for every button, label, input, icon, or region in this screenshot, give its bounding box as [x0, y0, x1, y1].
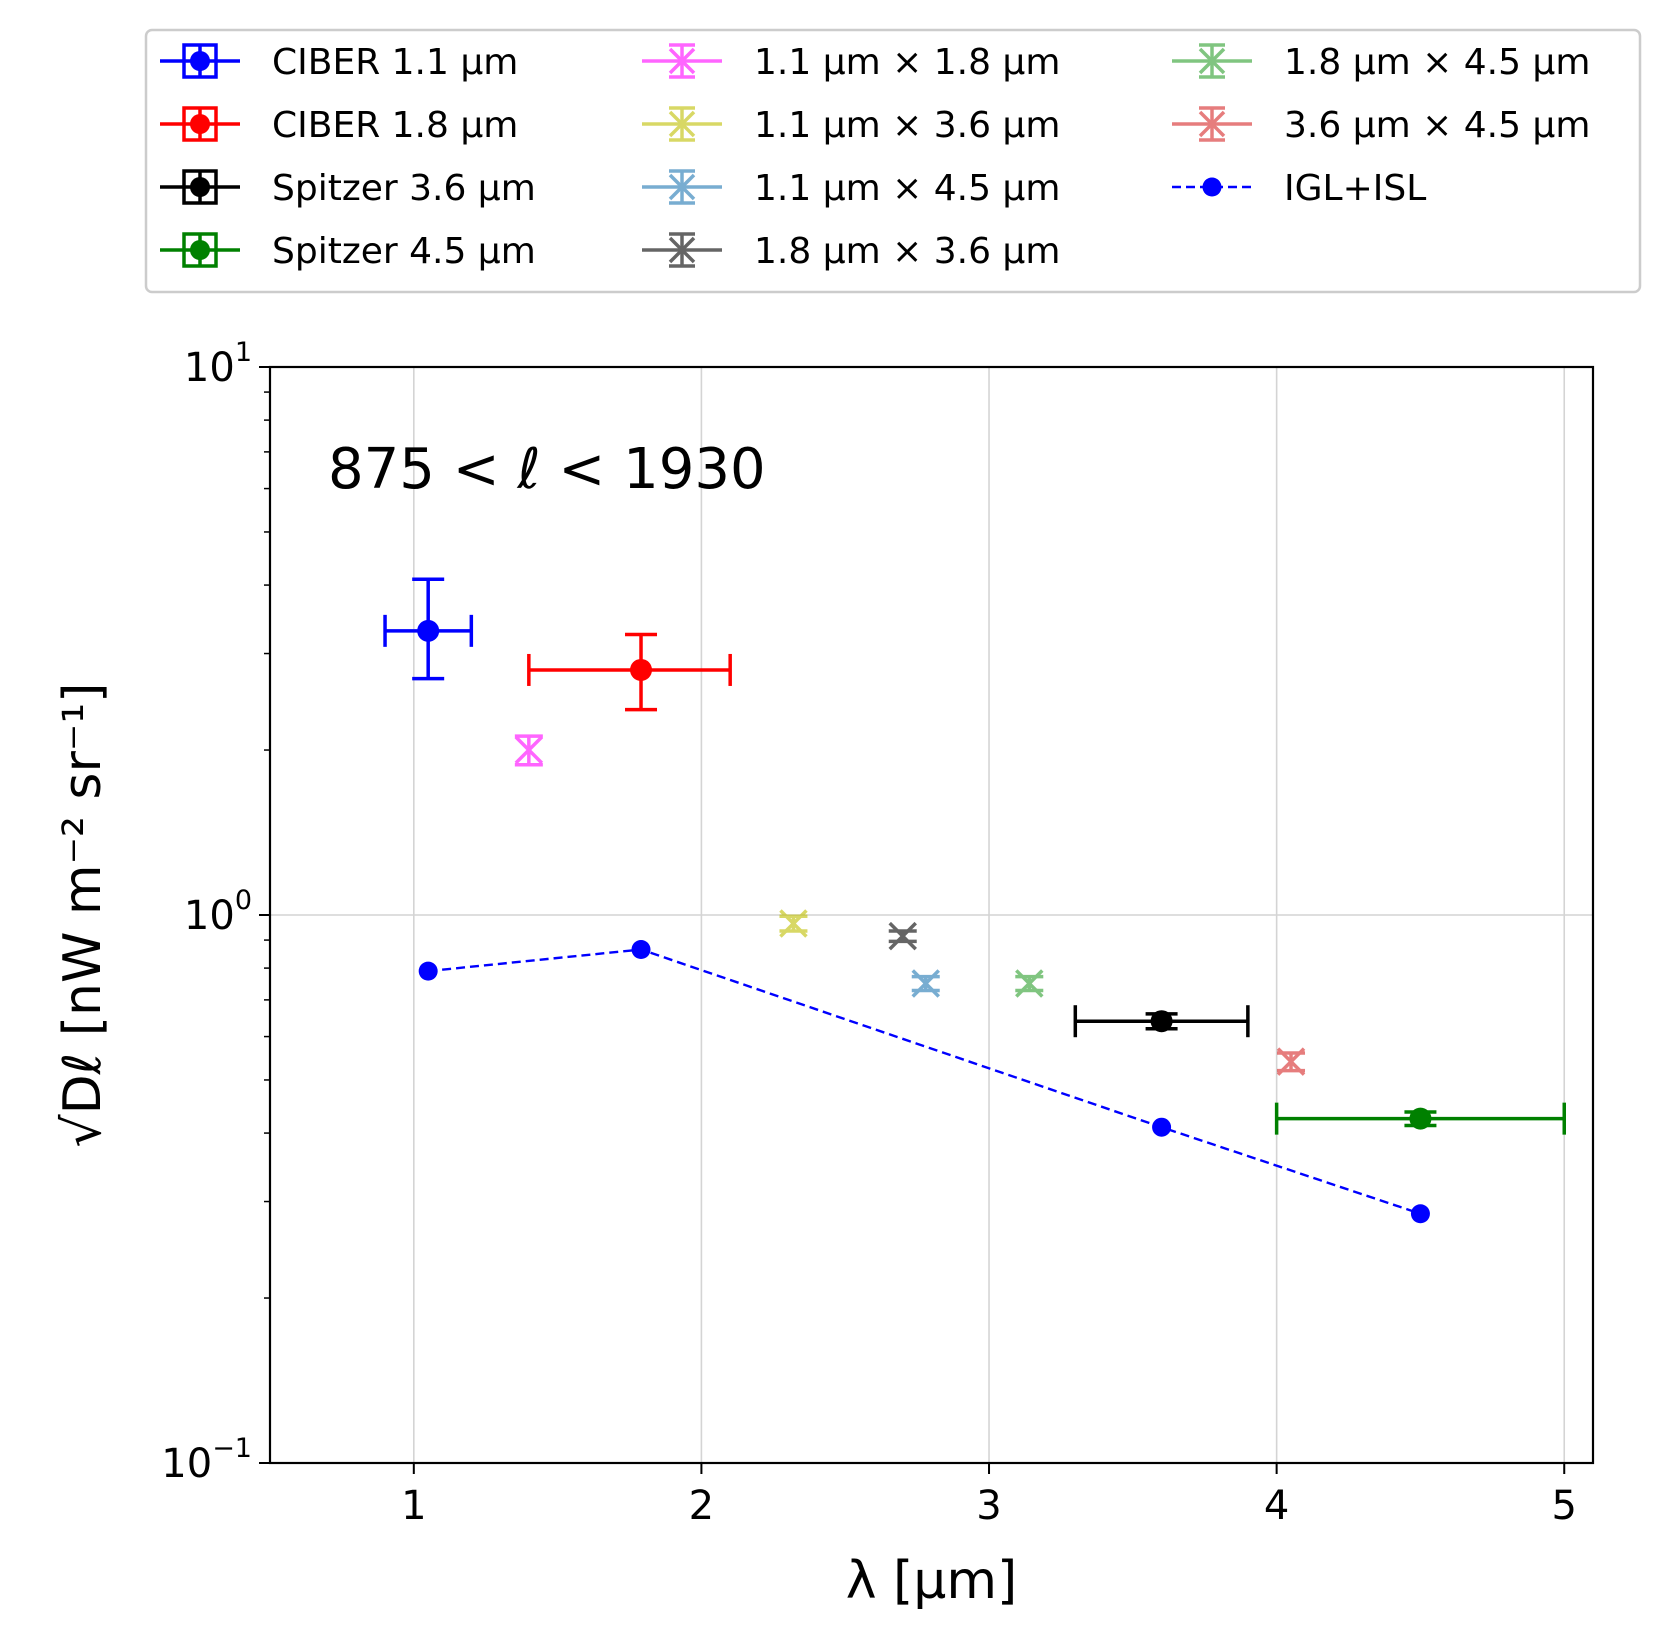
legend-handle-marker [668, 173, 696, 201]
series-6 [911, 969, 940, 998]
legend-label: 1.1 μm × 1.8 μm [754, 42, 1060, 83]
cross-point-group [514, 734, 544, 767]
legend-handle-marker [190, 240, 210, 260]
cross-point-group [1276, 1047, 1306, 1076]
legend-handle-group [1172, 106, 1252, 142]
igl-isl-point [1410, 1204, 1430, 1224]
legend-handle-marker [190, 114, 210, 134]
legend-item: Spitzer 3.6 μm [160, 168, 536, 209]
igl-isl-point [418, 961, 438, 981]
x-tick-label: 5 [1552, 1483, 1577, 1529]
legend-handle-marker [190, 177, 210, 197]
legend-handle-marker [668, 47, 696, 75]
x-marker [779, 909, 808, 938]
x-marker [1276, 1047, 1306, 1076]
legend-item: 1.1 μm × 4.5 μm [642, 168, 1060, 209]
legend-item: CIBER 1.1 μm [160, 42, 518, 83]
legend-label: 1.8 μm × 4.5 μm [1284, 42, 1590, 83]
legend-label: CIBER 1.8 μm [272, 105, 518, 146]
legend-label: 1.1 μm × 3.6 μm [754, 105, 1060, 146]
plot-marks [383, 577, 1566, 1224]
legend-handle-marker [190, 51, 210, 71]
legend-item: Spitzer 4.5 μm [160, 231, 536, 272]
x-tick-label: 1 [401, 1483, 426, 1529]
range-annotation: 875 < ℓ < 1930 [328, 437, 766, 502]
series-0 [383, 577, 474, 681]
series-8 [1015, 969, 1044, 998]
x-marker [514, 735, 544, 765]
data-point [630, 658, 653, 681]
data-point [1150, 1010, 1173, 1033]
legend-item: CIBER 1.8 μm [160, 105, 518, 146]
legend-handle-marker [1198, 47, 1226, 75]
data-point [417, 619, 440, 642]
legend-handle-group [642, 232, 722, 268]
x-marker [1015, 969, 1044, 998]
y-tick-label: 101 [184, 337, 252, 391]
series-9 [1276, 1047, 1306, 1076]
cross-point-group [888, 921, 917, 951]
legend: CIBER 1.1 μm CIBER 1.8 μm Spitzer 3.6 μm Sp… [144, 28, 1642, 294]
y-tick-label: 100 [184, 885, 252, 939]
grid [270, 366, 1593, 1464]
data-point [1409, 1107, 1432, 1130]
legend-label: 3.6 μm × 4.5 μm [1284, 105, 1590, 146]
legend-handle-group [642, 43, 722, 79]
x-tick-label: 4 [1264, 1483, 1289, 1529]
legend-handle-group [1172, 43, 1252, 79]
y-tick-label: 10−1 [161, 1433, 252, 1487]
legend-item: 1.8 μm × 4.5 μm [1172, 42, 1590, 83]
cross-point-group [1015, 969, 1044, 998]
legend-label: CIBER 1.1 μm [272, 42, 518, 83]
legend-label: 1.1 μm × 4.5 μm [754, 168, 1060, 209]
cross-point-group [911, 969, 940, 998]
legend-item: 3.6 μm × 4.5 μm [1172, 105, 1590, 146]
legend-item: 1.1 μm × 1.8 μm [642, 42, 1060, 83]
x-axis-label: λ [μm] [846, 1551, 1018, 1611]
legend-box [144, 28, 1642, 294]
x-marker [888, 921, 917, 951]
axis-ticks: 1 2 3 4 5 10−1 100 101 [161, 337, 1577, 1529]
legend-item: 1.1 μm × 3.6 μm [642, 105, 1060, 146]
series-5 [779, 909, 808, 938]
series-1 [527, 632, 732, 712]
legend-handle-marker [1202, 177, 1222, 197]
cross-point-group [779, 909, 808, 938]
legend-label: Spitzer 3.6 μm [272, 168, 536, 209]
legend-item: IGL+ISL [1172, 168, 1426, 209]
series-10 [418, 940, 1430, 1224]
series-7 [888, 921, 917, 951]
x-marker [911, 969, 940, 998]
legend-label: IGL+ISL [1284, 168, 1426, 209]
series-2 [1073, 1005, 1250, 1038]
igl-isl-point [631, 940, 651, 960]
legend-handle-marker [668, 236, 696, 264]
x-tick-label: 3 [976, 1483, 1001, 1529]
legend-handle-group [642, 106, 722, 142]
igl-isl-point [1152, 1117, 1172, 1137]
igl-isl-line [428, 948, 1421, 1215]
x-tick-label: 2 [689, 1483, 714, 1529]
legend-handle-marker [668, 110, 696, 138]
legend-label: 1.8 μm × 3.6 μm [754, 231, 1060, 272]
legend-handle-group [642, 169, 722, 205]
legend-label: Spitzer 4.5 μm [272, 231, 536, 272]
legend-item: 1.8 μm × 3.6 μm [642, 231, 1060, 272]
y-axis-label: √Dℓ [nW m⁻² sr⁻¹] [53, 683, 113, 1148]
series-3 [1274, 1102, 1566, 1135]
legend-handle-marker [1198, 110, 1226, 138]
series-4 [514, 734, 544, 767]
